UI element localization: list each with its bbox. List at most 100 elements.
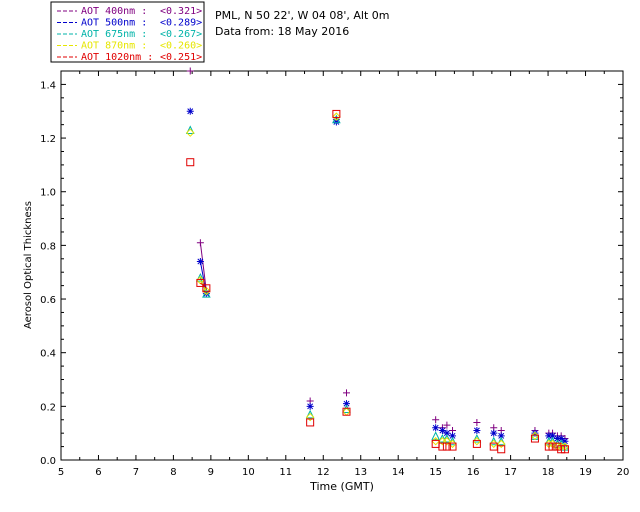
data-point (431, 437, 440, 446)
series-aot-400nm (186, 67, 569, 443)
data-point (497, 445, 506, 454)
x-axis-label: Time (GMT) (309, 480, 374, 493)
series-aot-1020nm (186, 109, 569, 454)
data-point (442, 437, 452, 446)
data-point (305, 412, 315, 422)
data-point (442, 433, 452, 443)
series-aot-675nm (185, 114, 570, 451)
data-point (553, 435, 561, 443)
data-point (438, 442, 447, 451)
data-point (490, 429, 498, 437)
x-tick-label: 10 (242, 467, 255, 478)
data-point (342, 404, 351, 414)
data-point (431, 431, 440, 440)
y-tick-label: 1.4 (40, 80, 56, 91)
legend-mean: <0.289> (160, 18, 202, 29)
legend-label: AOT 870nm : (81, 41, 147, 52)
data-point (186, 158, 195, 167)
data-point (560, 445, 569, 454)
data-point (186, 107, 194, 115)
data-point (497, 432, 505, 440)
x-tick-label: 7 (133, 467, 139, 478)
data-point (472, 433, 482, 443)
legend-mean: <0.267> (160, 29, 202, 40)
station-info: PML, N 50 22', W 04 08', Alt 0m (215, 9, 389, 22)
legend-label: AOT 400nm : (81, 6, 147, 17)
series-line (200, 282, 207, 289)
data-point (431, 439, 440, 448)
data-point (432, 424, 440, 432)
data-point (489, 439, 498, 449)
x-tick-label: 11 (279, 467, 292, 478)
x-tick-label: 8 (170, 467, 176, 478)
y-tick-label: 1.0 (40, 188, 56, 199)
data-point (342, 389, 350, 397)
date-info: Data from: 18 May 2016 (215, 25, 349, 38)
x-tick-label: 18 (542, 467, 555, 478)
data-point (472, 439, 481, 448)
x-tick-label: 20 (617, 467, 630, 478)
data-point (449, 432, 457, 440)
legend-label: AOT 500nm : (81, 18, 147, 29)
data-point (306, 402, 314, 410)
x-tick-label: 5 (58, 467, 64, 478)
legend-mean: <0.251> (160, 52, 202, 63)
x-tick-label: 15 (429, 467, 442, 478)
series-aot-500nm (186, 107, 569, 445)
data-point (473, 426, 481, 434)
data-point (557, 435, 565, 443)
data-point (438, 433, 447, 443)
x-tick-label: 17 (504, 467, 517, 478)
y-tick-label: 0.8 (40, 241, 56, 252)
data-point (561, 437, 569, 445)
data-point (489, 436, 499, 446)
data-point (185, 125, 195, 135)
data-point (496, 436, 506, 446)
data-point (342, 400, 350, 408)
x-tick-label: 12 (317, 467, 330, 478)
data-point (332, 112, 341, 121)
data-point (442, 442, 451, 451)
series-line (199, 242, 207, 292)
data-point (443, 429, 451, 437)
data-point (196, 257, 204, 265)
data-point (196, 239, 204, 247)
x-tick-label: 13 (354, 467, 367, 478)
series-aot-870nm (186, 112, 570, 451)
data-point (549, 432, 557, 440)
y-tick-label: 0.0 (40, 456, 56, 467)
data-point (489, 442, 498, 451)
data-point (472, 437, 482, 446)
y-axis-label: Aerosol Optical Thickness (23, 201, 34, 329)
data-point (186, 67, 194, 75)
x-tick-label: 19 (579, 467, 592, 478)
legend-label: AOT 675nm : (81, 29, 147, 40)
data-point (305, 409, 315, 419)
data-point (196, 278, 205, 287)
data-point (186, 128, 195, 137)
data-point (545, 432, 553, 440)
data-point (443, 421, 451, 429)
data-point (202, 284, 211, 293)
x-tick-label: 6 (95, 467, 101, 478)
data-point (342, 407, 351, 416)
data-point (438, 426, 446, 434)
x-tick-label: 16 (467, 467, 480, 478)
legend-mean: <0.321> (160, 6, 202, 17)
data-point (306, 418, 315, 427)
legend: AOT 400nm : <0.321> AOT 500nm : <0.289> AO… (50, 1, 205, 63)
legend-box (50, 1, 205, 63)
y-tick-label: 1.2 (40, 134, 56, 145)
y-tick-label: 0.6 (40, 295, 56, 306)
data-point (497, 439, 506, 449)
y-tick-label: 0.2 (40, 402, 56, 413)
data-point (332, 109, 341, 118)
data-point (530, 434, 539, 443)
legend-label: AOT 1020nm : (81, 52, 153, 63)
data-point (473, 418, 481, 426)
data-point (432, 416, 440, 424)
y-tick-label: 0.4 (40, 349, 56, 360)
legend-mean: <0.260> (160, 41, 202, 52)
data-point (342, 407, 351, 416)
